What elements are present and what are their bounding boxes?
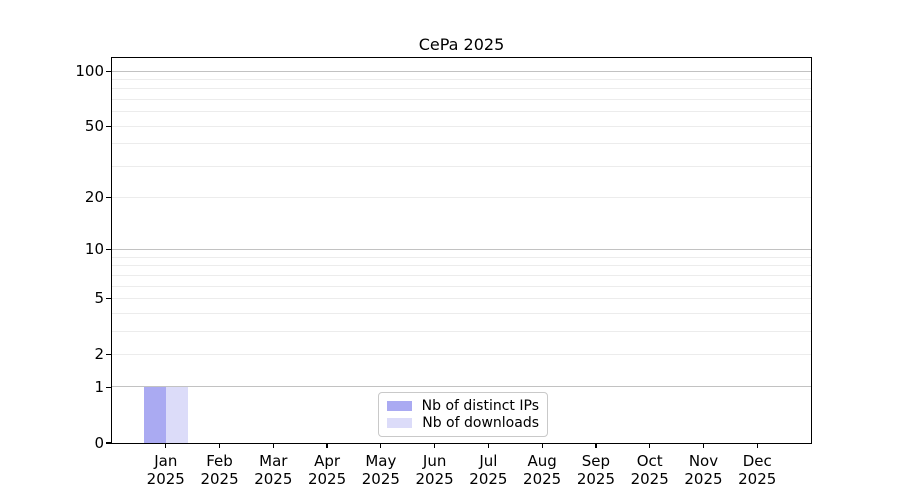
bar-distinct-ips xyxy=(143,386,166,443)
x-tick-year: 2025 xyxy=(684,470,723,488)
x-tick-year: 2025 xyxy=(254,470,293,488)
minor-gridline xyxy=(111,312,811,314)
y-tick-label: 1 xyxy=(94,377,104,396)
minor-gridline xyxy=(111,111,811,113)
x-tick xyxy=(272,443,274,448)
plot-area xyxy=(110,56,812,444)
y-tick xyxy=(106,298,112,300)
x-tick xyxy=(434,443,436,448)
x-tick xyxy=(380,443,382,448)
x-tick-year: 2025 xyxy=(415,470,454,488)
x-tick-label: Apr 2025 xyxy=(282,452,372,488)
x-tick-label: Dec 2025 xyxy=(712,452,802,488)
x-tick xyxy=(218,443,221,448)
minor-gridline xyxy=(111,274,811,276)
x-tick-label: Jul 2025 xyxy=(443,452,533,488)
major-gridline xyxy=(111,70,811,72)
x-tick-month: Aug xyxy=(527,452,557,470)
x-tick-label: Aug 2025 xyxy=(497,452,587,488)
minor-gridline xyxy=(111,88,811,90)
major-gridline xyxy=(111,386,811,388)
y-tick xyxy=(106,125,112,127)
x-tick-label: Mar 2025 xyxy=(228,452,318,488)
x-tick xyxy=(541,443,543,448)
y-tick-label: 50 xyxy=(84,116,104,135)
x-tick-month: Feb xyxy=(206,452,233,470)
legend-swatch-distinct-ips-icon xyxy=(387,401,412,411)
minor-gridline xyxy=(111,143,811,145)
x-tick xyxy=(702,443,705,448)
legend-swatch-downloads-icon xyxy=(387,418,413,428)
x-tick xyxy=(595,443,597,448)
x-tick-label: Oct 2025 xyxy=(605,452,695,488)
x-tick xyxy=(326,443,328,448)
x-tick-year: 2025 xyxy=(523,470,562,488)
y-tick xyxy=(106,70,112,72)
x-tick-month: Nov xyxy=(688,452,719,470)
y-tick-label: 0 xyxy=(94,433,104,452)
minor-gridline xyxy=(111,256,811,258)
x-tick-label: Feb 2025 xyxy=(175,452,265,488)
x-tick-year: 2025 xyxy=(146,470,185,488)
y-tick xyxy=(106,249,112,251)
x-tick-year: 2025 xyxy=(307,470,347,488)
x-tick-year: 2025 xyxy=(738,470,777,488)
x-tick-label: May 2025 xyxy=(336,452,426,488)
chart-title: CePa 2025 xyxy=(418,35,505,54)
minor-gridline xyxy=(111,353,811,355)
minor-gridline xyxy=(111,98,811,100)
y-tick-label: 5 xyxy=(94,289,104,308)
legend: Nb of distinct IPs Nb of downloads xyxy=(378,392,548,437)
x-tick-year: 2025 xyxy=(200,470,239,488)
y-tick xyxy=(106,353,112,356)
minor-gridline xyxy=(111,165,811,167)
x-tick-label: Nov 2025 xyxy=(658,452,748,488)
x-tick-month: May xyxy=(365,452,397,470)
x-tick-month: Jul xyxy=(479,452,498,470)
x-tick-label: Jan 2025 xyxy=(121,452,211,488)
legend-entry-downloads: Nb of downloads xyxy=(387,416,539,430)
x-tick xyxy=(756,443,758,448)
bar-downloads xyxy=(165,386,188,443)
y-tick xyxy=(106,442,112,444)
y-tick-label: 20 xyxy=(84,188,104,207)
y-tick-label: 100 xyxy=(75,61,104,80)
minor-gridline xyxy=(111,197,811,199)
minor-gridline xyxy=(111,330,811,332)
x-tick-month: Oct xyxy=(636,452,663,470)
legend-label-distinct-ips: Nb of distinct IPs xyxy=(421,398,539,414)
x-tick-year: 2025 xyxy=(630,470,669,488)
x-tick xyxy=(649,443,651,448)
x-tick-month: Jan xyxy=(154,452,178,470)
x-tick-year: 2025 xyxy=(361,470,400,488)
x-tick-month: Dec xyxy=(742,452,772,470)
x-tick-month: Jun xyxy=(422,452,447,470)
x-tick-year: 2025 xyxy=(576,470,616,488)
minor-gridline xyxy=(111,285,811,287)
y-tick xyxy=(106,386,112,388)
minor-gridline xyxy=(111,78,811,80)
y-tick-label: 2 xyxy=(94,344,104,363)
y-tick-label: 10 xyxy=(84,240,104,259)
legend-label-downloads: Nb of downloads xyxy=(422,415,539,431)
minor-gridline xyxy=(111,125,811,127)
x-tick-month: Mar xyxy=(259,452,288,470)
legend-entry-distinct-ips: Nb of distinct IPs xyxy=(387,399,539,413)
x-tick-month: Apr xyxy=(314,452,341,470)
minor-gridline xyxy=(111,297,811,299)
major-gridline xyxy=(111,249,811,251)
x-tick-month: Sep xyxy=(581,452,611,470)
x-tick xyxy=(487,443,489,448)
x-tick-year: 2025 xyxy=(469,470,508,488)
minor-gridline xyxy=(111,265,811,267)
x-tick-label: Jun 2025 xyxy=(390,452,480,488)
x-tick xyxy=(165,443,167,448)
x-tick-label: Sep 2025 xyxy=(551,452,641,488)
y-tick xyxy=(106,197,112,199)
